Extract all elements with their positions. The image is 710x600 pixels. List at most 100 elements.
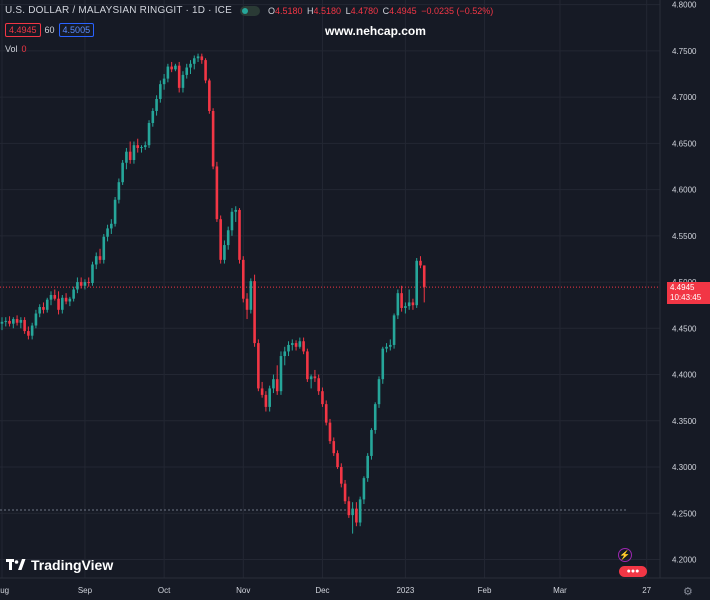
close-label: C (382, 5, 390, 16)
candle (306, 348, 309, 382)
candle (389, 339, 392, 351)
y-tick-label: 4.6500 (672, 139, 697, 148)
candle (159, 80, 162, 103)
candle (404, 302, 407, 314)
last-price-label: 4.4945 10:43:45 (667, 282, 710, 304)
candle (94, 252, 98, 270)
y-tick-label: 4.7500 (672, 47, 697, 56)
candle (204, 58, 207, 84)
sell-button[interactable]: 4.4945 (5, 23, 41, 37)
candle (4, 317, 8, 327)
candle (241, 256, 245, 303)
candle (45, 297, 49, 313)
candle (400, 285, 403, 312)
bar-countdown: 10:43:45 (670, 293, 702, 302)
time-axis[interactable]: Aug Sep Oct Nov Dec 2023 Feb Mar 27 (0, 586, 652, 595)
change-value: −0.0235 (−0.52%) (421, 5, 494, 16)
high-value: 4.5180 (313, 5, 342, 16)
candle (12, 317, 15, 329)
y-tick-label: 4.7000 (672, 93, 697, 102)
candle (419, 256, 422, 269)
x-tick-label: Mar (553, 586, 567, 595)
candle (143, 141, 147, 150)
candle (351, 502, 354, 534)
candle (377, 376, 381, 408)
candle (15, 315, 19, 326)
candle (162, 73, 166, 90)
candle (321, 387, 324, 407)
candle (151, 108, 155, 127)
candle (396, 289, 400, 320)
lightning-icon[interactable]: ⚡ (618, 548, 632, 562)
candle (49, 291, 53, 306)
candle (200, 53, 204, 64)
candle (313, 369, 317, 382)
candle (347, 496, 351, 518)
gear-icon[interactable]: ⚙ (683, 586, 693, 598)
x-tick-label: Aug (0, 586, 9, 595)
candle (287, 341, 290, 357)
y-tick-label: 4.6000 (672, 186, 697, 195)
candle (328, 418, 332, 444)
ohlc-values: O4.5180 H4.5180 L4.4780 C4.4945 −0.0235 … (268, 6, 495, 16)
candle (61, 295, 64, 314)
price-axis[interactable]: 4.80004.75004.70004.65004.60004.55004.50… (672, 1, 697, 565)
candle (275, 365, 279, 395)
candle (415, 258, 418, 308)
candle (177, 61, 181, 93)
candle (166, 63, 170, 83)
x-tick-label: Oct (158, 586, 171, 595)
y-tick-label: 4.2500 (672, 509, 697, 518)
candle (0, 317, 4, 331)
candle (302, 337, 305, 355)
candle (136, 138, 140, 153)
candle (27, 326, 30, 340)
candle (76, 277, 79, 294)
candle (79, 277, 83, 289)
grid-lines (0, 0, 710, 579)
candle (260, 381, 264, 398)
candle (340, 463, 343, 488)
events-flags-icon[interactable]: ●●● (619, 566, 647, 577)
buy-button[interactable]: 4.5005 (58, 23, 95, 37)
close-value: 4.4945 (389, 5, 417, 16)
candle (245, 293, 249, 320)
market-status-toggle[interactable] (239, 5, 260, 16)
watermark-text: www.nehcap.com (325, 24, 426, 38)
symbol-title[interactable]: U.S. DOLLAR / MALAYSIAN RINGGIT · 1D · I… (5, 5, 232, 16)
x-tick-label: Sep (78, 586, 93, 595)
trade-buttons: 4.4945 60 4.5005 (5, 23, 95, 37)
candle (170, 61, 173, 73)
candle (211, 108, 215, 170)
candle (42, 302, 45, 314)
candle (208, 78, 211, 114)
candle (238, 208, 241, 264)
candle (362, 476, 366, 505)
candle (192, 55, 196, 70)
candle (140, 145, 143, 153)
candle (257, 339, 260, 392)
candle (336, 450, 339, 469)
candle (411, 298, 415, 310)
candle (294, 340, 298, 351)
candle (132, 141, 136, 164)
candle (30, 322, 34, 340)
low-label: L (345, 5, 351, 16)
candle (57, 291, 60, 315)
candle (373, 402, 377, 434)
volume-legend[interactable]: Vol 0 (5, 44, 27, 54)
y-tick-label: 4.4000 (672, 371, 697, 380)
candle (53, 289, 57, 301)
candle (87, 277, 91, 287)
candle (68, 296, 72, 307)
candle (147, 120, 151, 148)
tradingview-logo[interactable]: TradingView (6, 557, 113, 573)
y-tick-label: 4.2000 (672, 556, 697, 565)
candle (223, 240, 226, 264)
candle (128, 141, 132, 164)
candle (226, 226, 230, 250)
y-tick-label: 4.3500 (672, 417, 697, 426)
x-tick-label: 27 (642, 586, 651, 595)
x-tick-label: Nov (236, 586, 250, 595)
